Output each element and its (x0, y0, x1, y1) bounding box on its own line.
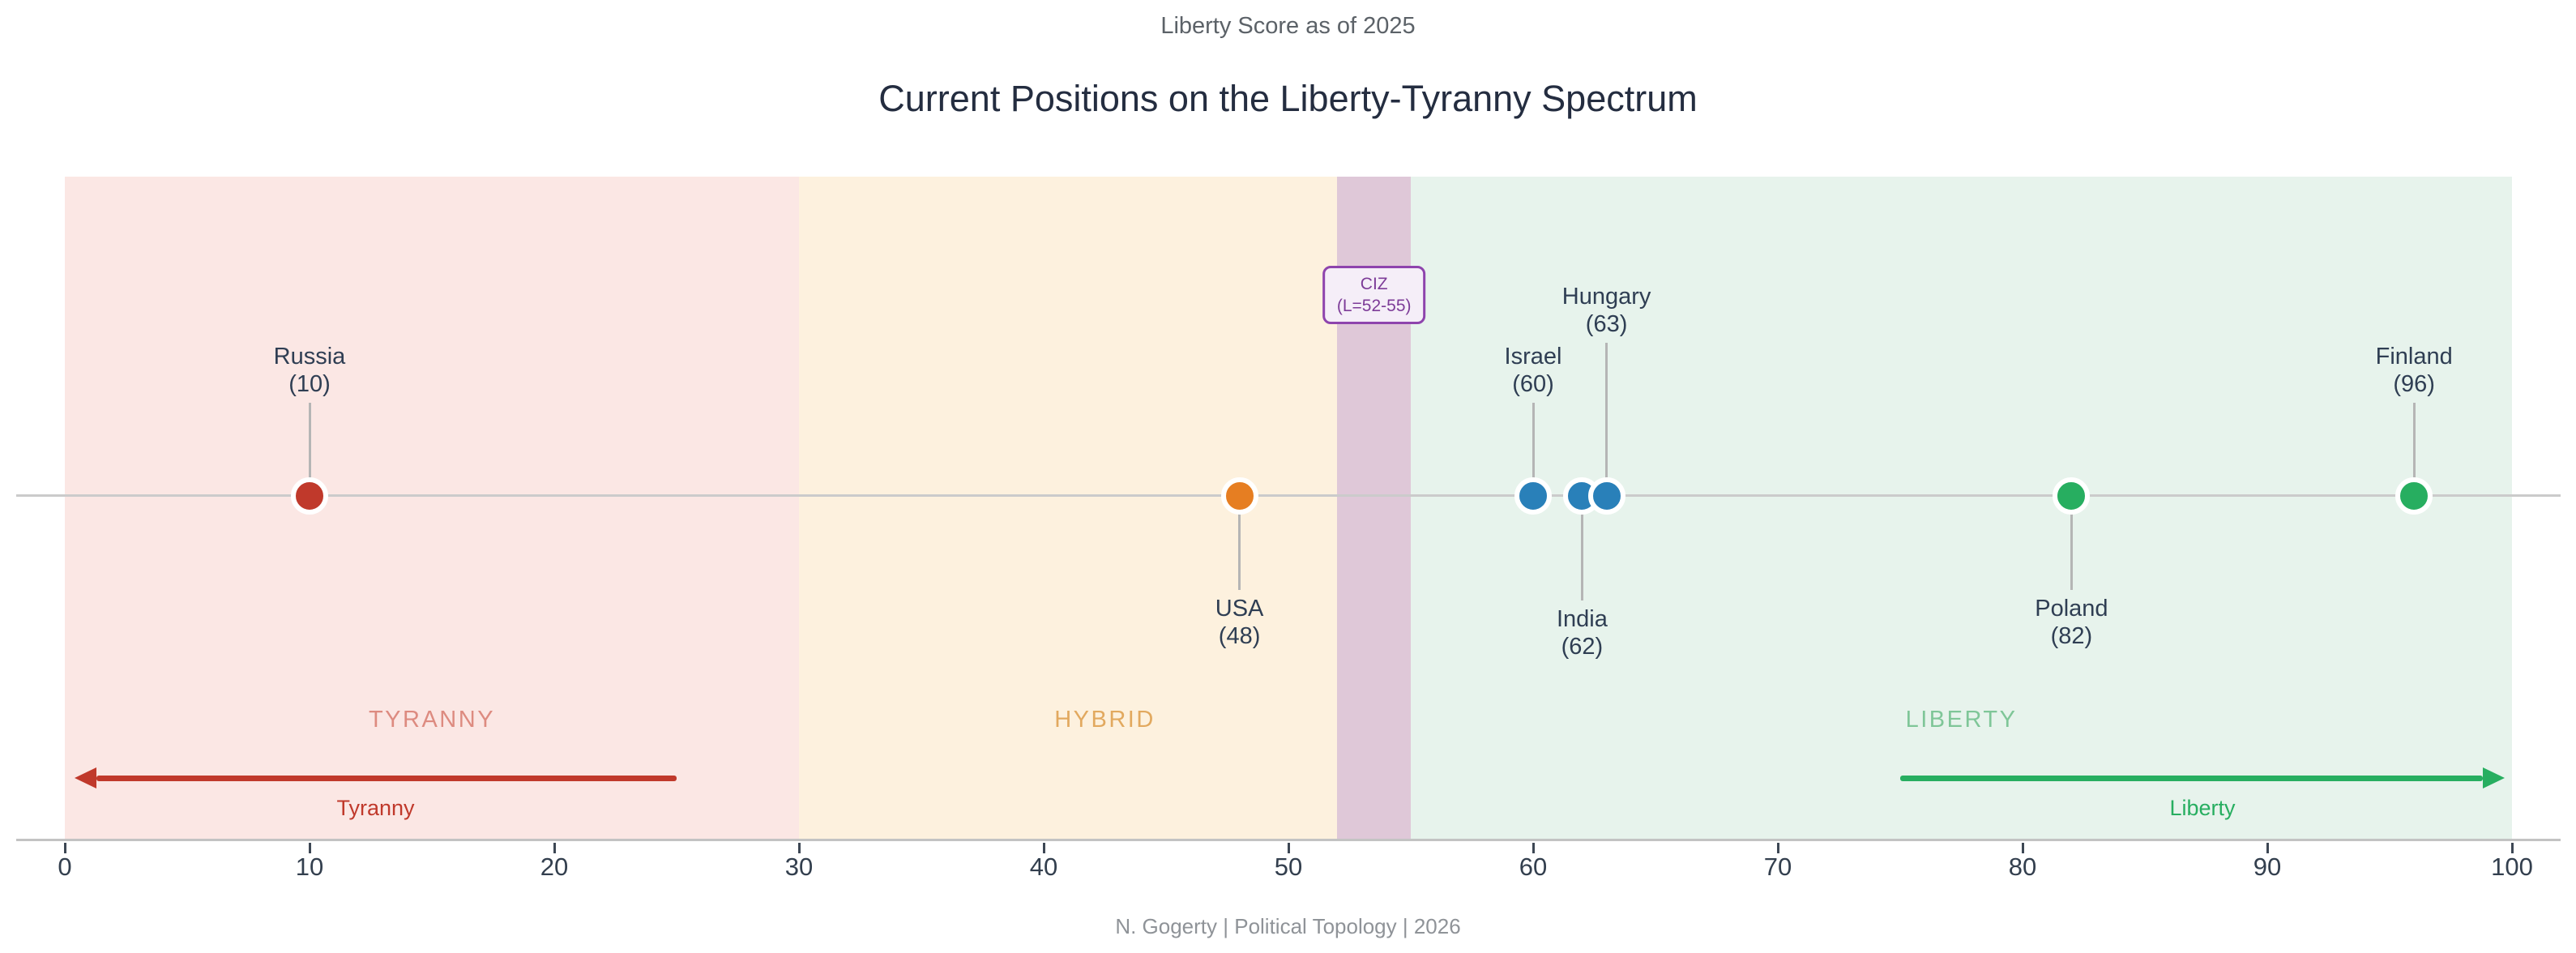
x-axis-tick-label-10: 10 (295, 853, 324, 881)
liberty-arrow-line (1900, 776, 2483, 781)
country-name-usa: USA (1215, 596, 1264, 622)
zone-label-liberty: LIBERTY (1905, 707, 2018, 733)
leader-line-israel (1532, 403, 1535, 496)
tyranny-arrow-head (75, 767, 97, 788)
leader-line-poland (2070, 496, 2073, 590)
x-axis-tick-20 (553, 843, 556, 853)
spectrum-center-line (16, 494, 2561, 497)
x-axis-tick-40 (1042, 843, 1045, 853)
zone-label-hybrid: HYBRID (1054, 707, 1156, 733)
leader-line-hungary (1605, 343, 1608, 496)
country-label-russia: Russia (10) (274, 343, 346, 398)
chart-subtitle: Liberty Score as of 2025 (1160, 13, 1416, 39)
country-name-israel: Israel (1504, 344, 1562, 370)
x-axis-tick-70 (1776, 843, 1779, 853)
liberty-arrow-label: Liberty (2169, 796, 2236, 820)
country-score-hungary: (63) (1585, 311, 1628, 337)
country-label-israel: Israel (60) (1505, 343, 1562, 398)
ciz-annotation: CIZ (L=52-55) (1322, 266, 1426, 324)
country-label-poland: Poland (82) (2035, 595, 2108, 650)
data-point-finland (2395, 477, 2433, 515)
ciz-annotation-line2: (L=52-55) (1336, 297, 1412, 315)
x-axis-line (16, 839, 2561, 841)
x-axis-tick-label-0: 0 (58, 853, 72, 881)
x-axis-tick-label-90: 90 (2253, 853, 2282, 881)
x-axis-tick-label-70: 70 (1763, 853, 1792, 881)
x-axis-tick-50 (1287, 843, 1290, 853)
x-axis-tick-label-30: 30 (784, 853, 814, 881)
leader-line-india (1580, 496, 1583, 600)
leader-line-russia (308, 403, 311, 496)
x-axis-tick-label-100: 100 (2491, 853, 2533, 881)
country-label-usa: USA (48) (1215, 595, 1264, 650)
ciz-annotation-line1: CIZ (1360, 275, 1388, 293)
country-score-russia: (10) (288, 371, 331, 397)
data-point-hungary (1587, 477, 1625, 515)
data-point-poland (2053, 477, 2091, 515)
footer-credit: N. Gogerty | Political Topology | 2026 (1115, 914, 1461, 938)
x-axis-tick-10 (308, 843, 311, 853)
x-axis-tick-80 (2021, 843, 2024, 853)
x-axis-tick-label-50: 50 (1274, 853, 1303, 881)
tyranny-arrow-label: Tyranny (336, 796, 415, 820)
liberty-arrow-head (2482, 767, 2505, 788)
x-axis-tick-label-20: 20 (540, 853, 569, 881)
country-score-israel: (60) (1512, 371, 1554, 397)
zone-label-tyranny: TYRANNY (368, 707, 496, 733)
country-name-finland: Finland (2375, 344, 2453, 370)
tyranny-arrow-line (96, 776, 677, 781)
x-axis-tick-label-40: 40 (1029, 853, 1058, 881)
country-label-finland: Finland (96) (2376, 343, 2453, 398)
x-axis-tick-label-80: 80 (2008, 853, 2037, 881)
country-score-india: (62) (1561, 634, 1604, 660)
x-axis-tick-60 (1532, 843, 1535, 853)
country-name-india: India (1556, 606, 1608, 632)
x-axis-tick-30 (797, 843, 801, 853)
country-score-usa: (48) (1218, 623, 1261, 649)
data-point-israel (1514, 477, 1552, 515)
x-axis-tick-label-60: 60 (1519, 853, 1548, 881)
country-score-poland: (82) (2050, 623, 2093, 649)
chart-title: Current Positions on the Liberty-Tyranny… (878, 78, 1698, 119)
country-name-russia: Russia (273, 344, 346, 370)
country-name-poland: Poland (2035, 596, 2108, 622)
x-axis-tick-90 (2266, 843, 2269, 853)
country-label-hungary: Hungary (63) (1562, 283, 1651, 338)
x-axis-tick-100 (2510, 843, 2514, 853)
zone-hybrid (799, 177, 1338, 840)
leader-line-usa (1238, 496, 1241, 590)
zone-tyranny (65, 177, 799, 840)
x-axis-tick-0 (63, 843, 66, 853)
country-score-finland: (96) (2393, 371, 2435, 397)
data-point-usa (1220, 477, 1258, 515)
leader-line-finland (2412, 403, 2416, 496)
data-point-russia (291, 477, 328, 515)
country-name-hungary: Hungary (1561, 284, 1651, 310)
country-label-india: India (62) (1557, 605, 1608, 660)
